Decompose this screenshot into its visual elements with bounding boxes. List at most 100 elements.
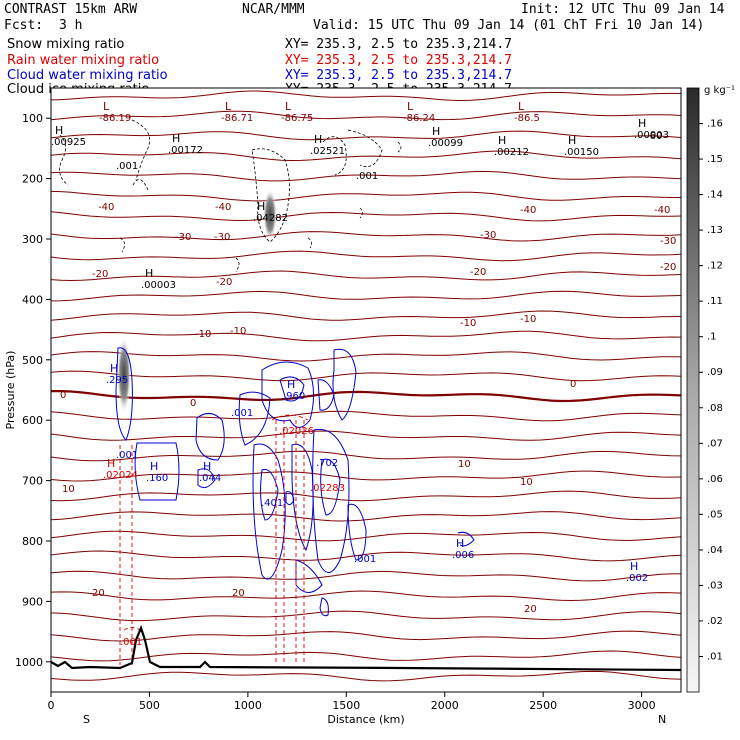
y-axis-label: Pressure (hPa) <box>4 351 17 430</box>
isotherm-label: -40 <box>654 205 670 216</box>
colorbar-tick-label: .06 <box>707 474 723 485</box>
isotherm-line <box>51 170 681 182</box>
isotherm-line <box>51 570 681 582</box>
isotherm-label: -30 <box>660 236 676 247</box>
max-label-value: -86.75 <box>281 113 313 124</box>
max-label-letter: H <box>314 133 322 146</box>
x-tick-label: 2500 <box>529 699 557 712</box>
y-tick-label: 300 <box>22 233 43 246</box>
field-cloudwater: Cloud water mixing ratio <box>7 68 168 83</box>
isotherm-line <box>51 610 681 622</box>
y-tick-label: 1000 <box>15 656 43 669</box>
y-tick-label: 700 <box>22 475 43 488</box>
y-tick-label: 600 <box>22 414 43 427</box>
isotherm-line <box>51 290 681 302</box>
max-label-value: .401 <box>261 498 283 509</box>
max-label-letter: L <box>518 100 525 113</box>
max-label-letter: H <box>498 134 506 147</box>
isotherm-label: -20 <box>660 262 676 273</box>
max-label-value: .02283 <box>310 483 345 494</box>
max-label-letter: H <box>110 362 118 375</box>
max-label-value: .04282 <box>253 213 288 224</box>
isotherm-line <box>51 430 681 441</box>
y-tick-label: 800 <box>22 535 43 548</box>
y-tick-label: 200 <box>22 173 43 186</box>
max-label-value: .00003 <box>634 130 669 141</box>
isotherm-zero <box>51 390 681 403</box>
isotherm-line <box>51 90 681 102</box>
isotherm-line <box>51 470 681 482</box>
init-time: Init: 12 UTC Thu 09 Jan 14 <box>521 2 725 17</box>
max-label-letter: H <box>107 457 115 470</box>
snow-max-lower <box>117 337 131 413</box>
max-label-letter: H <box>456 537 464 550</box>
max-label-letter: L <box>285 100 292 113</box>
isotherm-label: -20 <box>92 269 108 280</box>
colorbar-tick-label: .04 <box>707 545 723 556</box>
isotherm-line <box>51 670 681 682</box>
max-label-value: -86.71 <box>221 113 253 124</box>
max-label-letter: H <box>145 267 153 280</box>
isotherm-line <box>51 630 681 642</box>
snow-max-upper <box>263 189 277 241</box>
max-label-value: .006 <box>452 550 474 561</box>
max-label-value: .001 <box>231 408 253 419</box>
colorbar-tick-label: .01 <box>707 651 723 662</box>
isotherm-label: -40 <box>520 205 536 216</box>
max-label-letter: H <box>638 117 646 130</box>
y-tick-label: 900 <box>22 595 43 608</box>
north-label: N <box>658 713 666 726</box>
fcst-label: Fcst: <box>4 18 43 33</box>
y-tick-label: 500 <box>22 354 43 367</box>
max-label-value: -60 <box>646 131 662 142</box>
x-axis: 0 500 1000 1500 2000 2500 3000 <box>48 692 656 712</box>
colorbar-tick-label: .09 <box>707 367 723 378</box>
isotherm-line <box>51 270 681 282</box>
isotherm-label: 0 <box>570 379 576 390</box>
y-tick-label: 400 <box>22 293 43 306</box>
isotherm-line <box>51 310 681 321</box>
colorbar-tick-label: .05 <box>707 509 723 520</box>
y-axis: 100 200 300 400 500 600 700 800 900 1000 <box>15 112 51 669</box>
max-label-value: .00212 <box>494 147 529 158</box>
max-label-letter: H <box>203 460 211 473</box>
colorbar-tick-label: .16 <box>707 119 723 130</box>
isotherm-line <box>51 450 681 462</box>
isotherm-line <box>51 150 681 162</box>
max-label-value: -86.24 <box>403 113 435 124</box>
colorbar-tick-label: .13 <box>707 225 723 236</box>
max-label-value: .160 <box>146 473 168 484</box>
max-label-letter: H <box>257 200 265 213</box>
x-tick-label: 1000 <box>234 699 262 712</box>
isotherm-line <box>51 370 681 382</box>
isotherm-label: -30 <box>175 232 191 243</box>
isotherm-label: -10 <box>230 326 246 337</box>
field-cloudwater-xy: XY= 235.3, 2.5 to 235.3,214.7 <box>285 68 512 83</box>
isotherm-label: -20 <box>470 267 486 278</box>
isotherm-line <box>51 110 681 121</box>
max-label-value: .001 <box>120 637 142 648</box>
isotherm-label: -10 <box>460 318 476 329</box>
field-snow: Snow mixing ratio <box>7 37 124 52</box>
isotherm-line <box>51 511 681 522</box>
isotherm-label: 0 <box>190 398 196 409</box>
isotherm-line <box>51 330 681 342</box>
colorbar-unit: g kg⁻¹ <box>704 85 735 96</box>
isotherm-line <box>51 211 681 222</box>
max-label-letter: H <box>287 378 295 391</box>
max-label-letter: H <box>630 560 638 573</box>
max-label-value: .00925 <box>51 137 86 148</box>
org-title: NCAR/MMM <box>242 2 305 17</box>
max-label-letter: L <box>103 100 110 113</box>
colorbar-tick-label: .03 <box>707 580 723 591</box>
max-label-value: .00150 <box>564 147 599 158</box>
colorbar-tick-label: .07 <box>707 438 723 449</box>
colorbar-tick-label: .15 <box>707 154 723 165</box>
plot-frame <box>50 87 682 693</box>
x-tick-label: 2000 <box>431 699 459 712</box>
isotherm-line <box>51 231 681 242</box>
x-tick-label: 3000 <box>628 699 656 712</box>
isotherm-label: -20 <box>216 277 232 288</box>
terrain-line <box>51 624 681 672</box>
